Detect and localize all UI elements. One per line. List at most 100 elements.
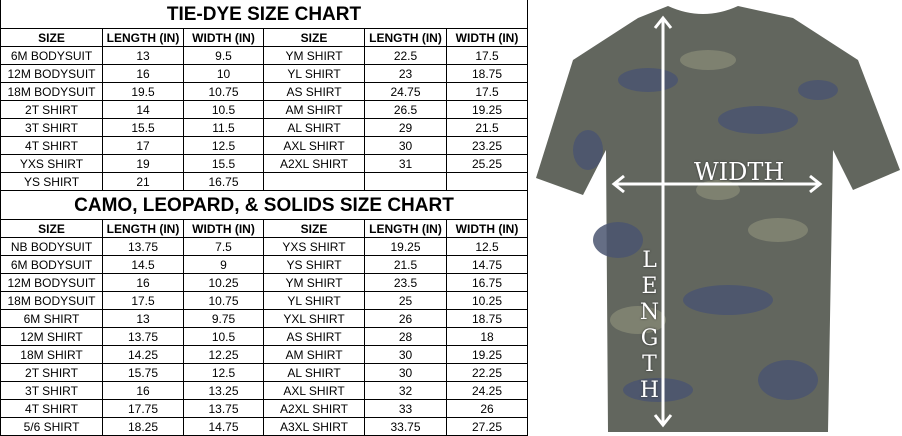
- table-cell: 17.5: [102, 291, 184, 310]
- table-cell: 14.25: [102, 345, 184, 364]
- empty-cell: [263, 172, 365, 191]
- table-cell: 32: [364, 381, 447, 400]
- size-table: SIZE LENGTH (IN) WIDTH (IN) SIZE LENGTH (IN)…: [0, 28, 528, 191]
- header-cell: WIDTH (IN): [183, 28, 264, 47]
- table-cell: 16.75: [183, 172, 264, 191]
- header-cell: WIDTH (IN): [183, 219, 264, 238]
- table-cell: 13.75: [183, 399, 264, 418]
- table-cell: 23.25: [446, 136, 528, 155]
- table-cell: 11.5: [183, 118, 264, 137]
- table-cell: 12.5: [446, 237, 528, 256]
- header-cell: SIZE: [263, 28, 365, 47]
- table-cell: 13.25: [183, 381, 264, 400]
- table-cell: 12.5: [183, 136, 264, 155]
- table-cell: 18M BODYSUIT: [0, 82, 103, 101]
- table-row: 18M SHIRT 14.25 12.25 AM SHIRT 30 19.25: [0, 345, 528, 364]
- table-row: 4T SHIRT 17.75 13.75 A2XL SHIRT 33 26: [0, 399, 528, 418]
- table-row: 18M BODYSUIT 19.5 10.75 AS SHIRT 24.75 17.5: [0, 82, 528, 101]
- table-cell: 10.5: [183, 327, 264, 346]
- table-cell: 26: [446, 399, 528, 418]
- table-cell: 19.25: [364, 237, 447, 256]
- table-cell: 13.75: [102, 327, 184, 346]
- table-cell: 25: [364, 291, 447, 310]
- table-row: 6M SHIRT 13 9.75 YXL SHIRT 26 18.75: [0, 309, 528, 328]
- table-cell: 17: [102, 136, 184, 155]
- table-row: 5/6 SHIRT 18.25 14.75 A3XL SHIRT 33.75 27.25: [0, 417, 528, 436]
- table-cell: 6M SHIRT: [0, 309, 103, 328]
- table-cell: 12M SHIRT: [0, 327, 103, 346]
- table-cell: 26: [364, 309, 447, 328]
- table-cell: AL SHIRT: [263, 118, 365, 137]
- table-cell: 15.5: [183, 154, 264, 173]
- table-cell: 30: [364, 345, 447, 364]
- table-cell: 16: [102, 64, 184, 83]
- table-row: 18M BODYSUIT 17.5 10.75 YL SHIRT 25 10.25: [0, 291, 528, 310]
- size-charts: TIE-DYE SIZE CHART SIZE LENGTH (IN) WIDTH (…: [0, 0, 528, 436]
- header-cell: LENGTH (IN): [102, 28, 184, 47]
- table-cell: A3XL SHIRT: [263, 417, 365, 436]
- table-cell: 23.5: [364, 273, 447, 292]
- table-cell: 13: [102, 46, 184, 65]
- table-cell: 10.75: [183, 291, 264, 310]
- table-row: 3T SHIRT 15.5 11.5 AL SHIRT 29 21.5: [0, 118, 528, 137]
- camo-pattern: [573, 68, 838, 402]
- table-cell: 6M BODYSUIT: [0, 255, 103, 274]
- table-cell: 15.5: [102, 118, 184, 137]
- table-row: 6M BODYSUIT 14.5 9 YS SHIRT 21.5 14.75: [0, 255, 528, 274]
- header-cell: LENGTH (IN): [364, 219, 447, 238]
- table-cell: 16: [102, 273, 184, 292]
- length-label: LENGTH: [637, 248, 662, 404]
- table-cell: 30: [364, 363, 447, 382]
- table-cell: 29: [364, 118, 447, 137]
- table-cell: 17.75: [102, 399, 184, 418]
- header-cell: SIZE: [0, 219, 103, 238]
- table-cell: 24.25: [446, 381, 528, 400]
- table-cell: AL SHIRT: [263, 363, 365, 382]
- table-cell: 23: [364, 64, 447, 83]
- table-title: CAMO, LEOPARD, & SOLIDS SIZE CHART: [0, 191, 528, 219]
- table-cell: YM SHIRT: [263, 46, 365, 65]
- table-cell: 9: [183, 255, 264, 274]
- table-cell: 19.25: [446, 345, 528, 364]
- camo-pattern: [610, 50, 808, 334]
- table-cell: 9.5: [183, 46, 264, 65]
- table-cell: 14.75: [183, 417, 264, 436]
- table-cell: 21: [102, 172, 184, 191]
- table-cell: A2XL SHIRT: [263, 399, 365, 418]
- table-cell: 10: [183, 64, 264, 83]
- table-cell: 33: [364, 399, 447, 418]
- table-cell: 22.25: [446, 363, 528, 382]
- table-cell: 24.75: [364, 82, 447, 101]
- table-cell: 2T SHIRT: [0, 363, 103, 382]
- table-row: 2T SHIRT 15.75 12.5 AL SHIRT 30 22.25: [0, 363, 528, 382]
- table-cell: 10.25: [183, 273, 264, 292]
- table-cell: YXL SHIRT: [263, 309, 365, 328]
- table-row: 12M BODYSUIT 16 10.25 YM SHIRT 23.5 16.75: [0, 273, 528, 292]
- table-cell: AXL SHIRT: [263, 381, 365, 400]
- table-cell: 3T SHIRT: [0, 381, 103, 400]
- table-cell: AS SHIRT: [263, 327, 365, 346]
- header-row: SIZE LENGTH (IN) WIDTH (IN) SIZE LENGTH (IN)…: [0, 219, 528, 238]
- table-cell: YL SHIRT: [263, 291, 365, 310]
- table-cell: YS SHIRT: [263, 255, 365, 274]
- empty-cell: [446, 172, 528, 191]
- table-cell: 12M BODYSUIT: [0, 273, 103, 292]
- table-cell: AM SHIRT: [263, 100, 365, 119]
- shirt-body: [536, 6, 900, 432]
- table-cell: 25.25: [446, 154, 528, 173]
- shirt-image: [536, 6, 900, 432]
- table-row: 12M SHIRT 13.75 10.5 AS SHIRT 28 18: [0, 327, 528, 346]
- table-cell: 26.5: [364, 100, 447, 119]
- header-cell: LENGTH (IN): [102, 219, 184, 238]
- table-cell: YXS SHIRT: [0, 154, 103, 173]
- table-cell: AM SHIRT: [263, 345, 365, 364]
- table-cell: 12.5: [183, 363, 264, 382]
- table-cell: 4T SHIRT: [0, 136, 103, 155]
- table-cell: 16.75: [446, 273, 528, 292]
- table-cell: 18M SHIRT: [0, 345, 103, 364]
- header-cell: WIDTH (IN): [446, 28, 528, 47]
- table-cell: 19.25: [446, 100, 528, 119]
- table-cell: AS SHIRT: [263, 82, 365, 101]
- table-cell: 18: [446, 327, 528, 346]
